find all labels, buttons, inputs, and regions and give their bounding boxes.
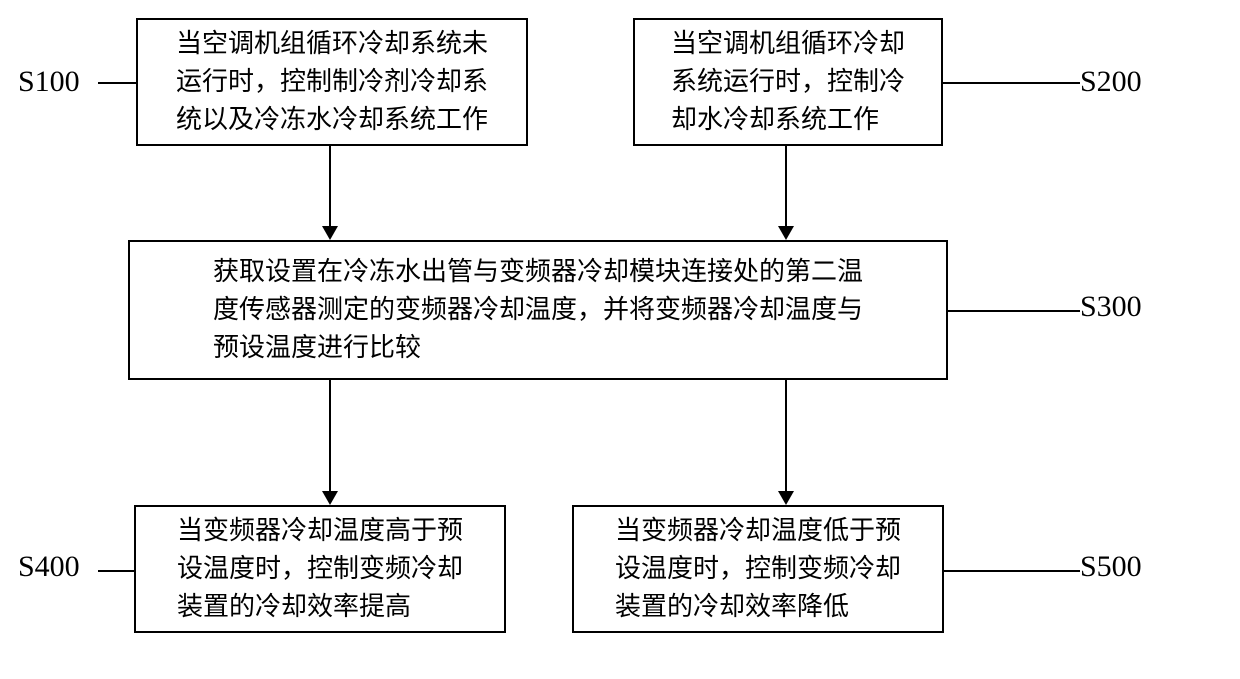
label-s500: S500 [1080,550,1142,584]
box-s500-text: 当变频器冷却温度低于预 设温度时，控制变频冷却 装置的冷却效率降低 [615,512,901,625]
box-s100: 当空调机组循环冷却系统未 运行时，控制制冷剂冷却系 统以及冷冻水冷却系统工作 [136,18,528,146]
box-s300-text: 获取设置在冷冻水出管与变频器冷却模块连接处的第二温 度传感器测定的变频器冷却温度… [213,253,863,366]
connector-s300 [948,310,1080,312]
arrowhead-s300-s500 [778,491,794,505]
box-s200: 当空调机组循环冷却 系统运行时，控制冷 却水冷却系统工作 [633,18,943,146]
box-s200-text: 当空调机组循环冷却 系统运行时，控制冷 却水冷却系统工作 [671,25,905,138]
connector-s200 [943,82,1080,84]
label-s300: S300 [1080,290,1142,324]
arrowhead-s100-s300 [322,226,338,240]
label-s200: S200 [1080,65,1142,99]
connector-s100 [98,82,136,84]
box-s400: 当变频器冷却温度高于预 设温度时，控制变频冷却 装置的冷却效率提高 [134,505,506,633]
arrow-s300-s400 [329,380,331,491]
arrow-s200-s300 [785,146,787,226]
flowchart-canvas: 当空调机组循环冷却系统未 运行时，控制制冷剂冷却系 统以及冷冻水冷却系统工作 S… [0,0,1240,679]
box-s300: 获取设置在冷冻水出管与变频器冷却模块连接处的第二温 度传感器测定的变频器冷却温度… [128,240,948,380]
box-s500: 当变频器冷却温度低于预 设温度时，控制变频冷却 装置的冷却效率降低 [572,505,944,633]
box-s400-text: 当变频器冷却温度高于预 设温度时，控制变频冷却 装置的冷却效率提高 [177,512,463,625]
arrowhead-s300-s400 [322,491,338,505]
label-s400: S400 [18,550,80,584]
connector-s400 [98,570,134,572]
label-s100: S100 [18,65,80,99]
connector-s500 [944,570,1080,572]
arrowhead-s200-s300 [778,226,794,240]
arrow-s300-s500 [785,380,787,491]
arrow-s100-s300 [329,146,331,226]
box-s100-text: 当空调机组循环冷却系统未 运行时，控制制冷剂冷却系 统以及冷冻水冷却系统工作 [176,25,488,138]
